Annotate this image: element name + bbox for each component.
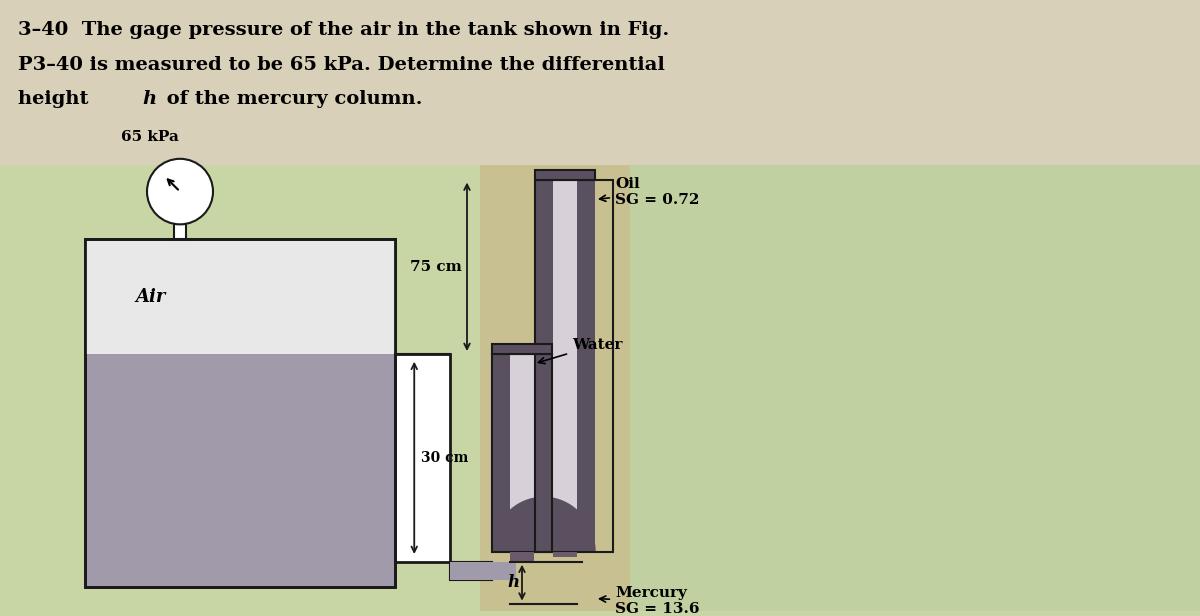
FancyBboxPatch shape bbox=[553, 180, 577, 552]
Text: Mercury
SG = 13.6: Mercury SG = 13.6 bbox=[600, 586, 700, 616]
FancyBboxPatch shape bbox=[450, 562, 516, 580]
Text: P3–40 is measured to be 65 kPa. Determine the differential: P3–40 is measured to be 65 kPa. Determin… bbox=[18, 55, 665, 73]
FancyBboxPatch shape bbox=[534, 354, 552, 552]
FancyBboxPatch shape bbox=[535, 180, 553, 552]
FancyBboxPatch shape bbox=[492, 354, 510, 552]
Text: of the mercury column.: of the mercury column. bbox=[160, 91, 422, 108]
FancyBboxPatch shape bbox=[85, 239, 395, 586]
FancyBboxPatch shape bbox=[510, 552, 534, 562]
Text: 3–40  The gage pressure of the air in the tank shown in Fig.: 3–40 The gage pressure of the air in the… bbox=[18, 21, 670, 39]
Text: h: h bbox=[508, 574, 520, 591]
Text: height: height bbox=[18, 91, 95, 108]
FancyBboxPatch shape bbox=[630, 164, 1200, 612]
FancyBboxPatch shape bbox=[577, 180, 595, 552]
Text: 65 kPa: 65 kPa bbox=[121, 130, 179, 144]
FancyBboxPatch shape bbox=[85, 239, 395, 354]
FancyBboxPatch shape bbox=[450, 562, 492, 580]
FancyBboxPatch shape bbox=[510, 354, 534, 552]
Text: Air: Air bbox=[134, 288, 166, 306]
Circle shape bbox=[146, 159, 214, 224]
Polygon shape bbox=[492, 497, 595, 552]
Text: 30 cm: 30 cm bbox=[421, 451, 469, 465]
FancyBboxPatch shape bbox=[395, 354, 450, 562]
FancyBboxPatch shape bbox=[480, 164, 630, 612]
Text: Oil
SG = 0.72: Oil SG = 0.72 bbox=[600, 177, 700, 208]
FancyBboxPatch shape bbox=[553, 552, 577, 557]
Text: 75 cm: 75 cm bbox=[410, 260, 462, 274]
Text: Water: Water bbox=[539, 338, 623, 363]
FancyBboxPatch shape bbox=[492, 344, 552, 354]
FancyBboxPatch shape bbox=[174, 224, 186, 239]
FancyBboxPatch shape bbox=[0, 0, 1200, 164]
Text: h: h bbox=[142, 91, 156, 108]
FancyBboxPatch shape bbox=[535, 170, 595, 180]
